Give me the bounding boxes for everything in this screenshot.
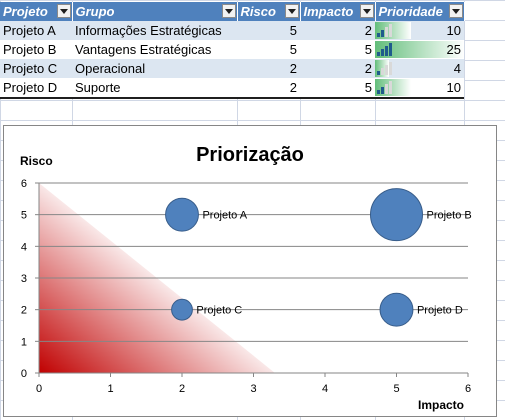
signal-strength-icon [377,62,392,75]
header-label: Grupo [75,4,115,19]
header-prioridade: Prioridade [375,2,465,21]
cell-impacto[interactable]: 5 [300,78,375,99]
cell-risco[interactable]: 5 [237,40,300,59]
priorization-chart[interactable]: 0 1 2 3 4 5 6 0 1 2 3 4 5 6 Projeto A Projeto B Projeto… [3,125,497,417]
signal-strength-icon [377,43,392,56]
x-tick-label: 2 [179,383,185,395]
cell-projeto[interactable]: Projeto A [0,21,72,40]
cell-risco[interactable]: 5 [237,21,300,40]
header-label: Impacto [303,4,354,19]
cell-prioridade[interactable]: 10 [375,21,464,40]
bubble-point [370,188,423,242]
x-tick-label: 1 [107,383,113,395]
header-risco: Risco [237,2,301,21]
signal-strength-icon [377,24,392,37]
header-impacto: Impacto [300,2,376,21]
projects-table: Projeto Grupo Risco Impacto Prioridade P… [0,2,465,99]
y-tick-label: 0 [21,368,27,380]
chart-title: Priorização [196,144,304,166]
table-row: Projeto B Vantagens Estratégicas 5 5 25 [0,40,464,59]
header-label: Prioridade [378,4,443,19]
bubble-point [171,298,193,321]
bubble-label: Projeto A [202,210,247,222]
x-tick-label: 4 [322,383,328,395]
y-tick-label: 6 [21,178,27,190]
y-tick-label: 5 [21,210,27,222]
filter-dropdown-icon[interactable] [56,4,71,18]
bubble-label: Projeto B [427,210,472,222]
x-tick-label: 3 [250,383,256,395]
bubble-label: Projeto C [196,305,242,317]
prioridade-value: 10 [446,23,461,38]
cell-projeto[interactable]: Projeto B [0,40,72,59]
table-header-row: Projeto Grupo Risco Impacto Prioridade [0,2,465,21]
prioridade-value: 10 [446,80,461,95]
bubble-point [165,197,199,232]
table-row: Projeto C Operacional 2 2 4 [0,59,464,78]
filter-dropdown-icon[interactable] [359,4,374,18]
filter-dropdown-icon[interactable] [221,4,236,18]
x-tick-label: 5 [393,383,399,395]
bubble-label: Projeto D [417,305,463,317]
cell-prioridade[interactable]: 25 [375,40,464,59]
cell-prioridade[interactable]: 10 [375,78,464,99]
header-label: Risco [240,4,276,19]
y-tick-label: 1 [21,336,27,348]
cell-grupo[interactable]: Suporte [72,78,237,99]
cell-projeto[interactable]: Projeto D [0,78,72,99]
cell-projeto[interactable]: Projeto C [0,59,72,78]
table-row: Projeto D Suporte 2 5 10 [0,78,464,99]
cell-prioridade[interactable]: 4 [375,59,464,78]
data-bar [375,41,464,58]
filter-dropdown-icon[interactable] [284,4,299,18]
y-tick-label: 4 [21,241,27,253]
cell-risco[interactable]: 2 [237,78,300,99]
header-grupo: Grupo [72,2,238,21]
x-tick-label: 0 [36,383,42,395]
filter-dropdown-icon[interactable] [448,4,463,18]
cell-grupo[interactable]: Operacional [72,59,237,78]
header-label: Projeto [3,4,48,19]
table-row: Projeto A Informações Estratégicas 5 2 10 [0,21,464,40]
bubble-point [379,292,414,327]
x-axis-label: Impacto [418,398,464,412]
signal-strength-icon [377,81,392,94]
prioridade-value: 25 [446,42,461,57]
cell-grupo[interactable]: Vantagens Estratégicas [72,40,237,59]
y-tick-label: 2 [21,305,27,317]
y-axis-label: Risco [20,154,53,168]
cell-impacto[interactable]: 2 [300,21,375,40]
prioridade-value: 4 [453,61,461,76]
cell-risco[interactable]: 2 [237,59,300,78]
cell-grupo[interactable]: Informações Estratégicas [72,21,237,40]
cell-impacto[interactable]: 2 [300,59,375,78]
header-projeto: Projeto [0,2,73,21]
x-tick-label: 6 [465,383,471,395]
bubble-chart-svg: 0 1 2 3 4 5 6 0 1 2 3 4 5 6 Projeto A Projeto B Projeto… [20,144,472,412]
y-tick-label: 3 [21,273,27,285]
cell-impacto[interactable]: 5 [300,40,375,59]
